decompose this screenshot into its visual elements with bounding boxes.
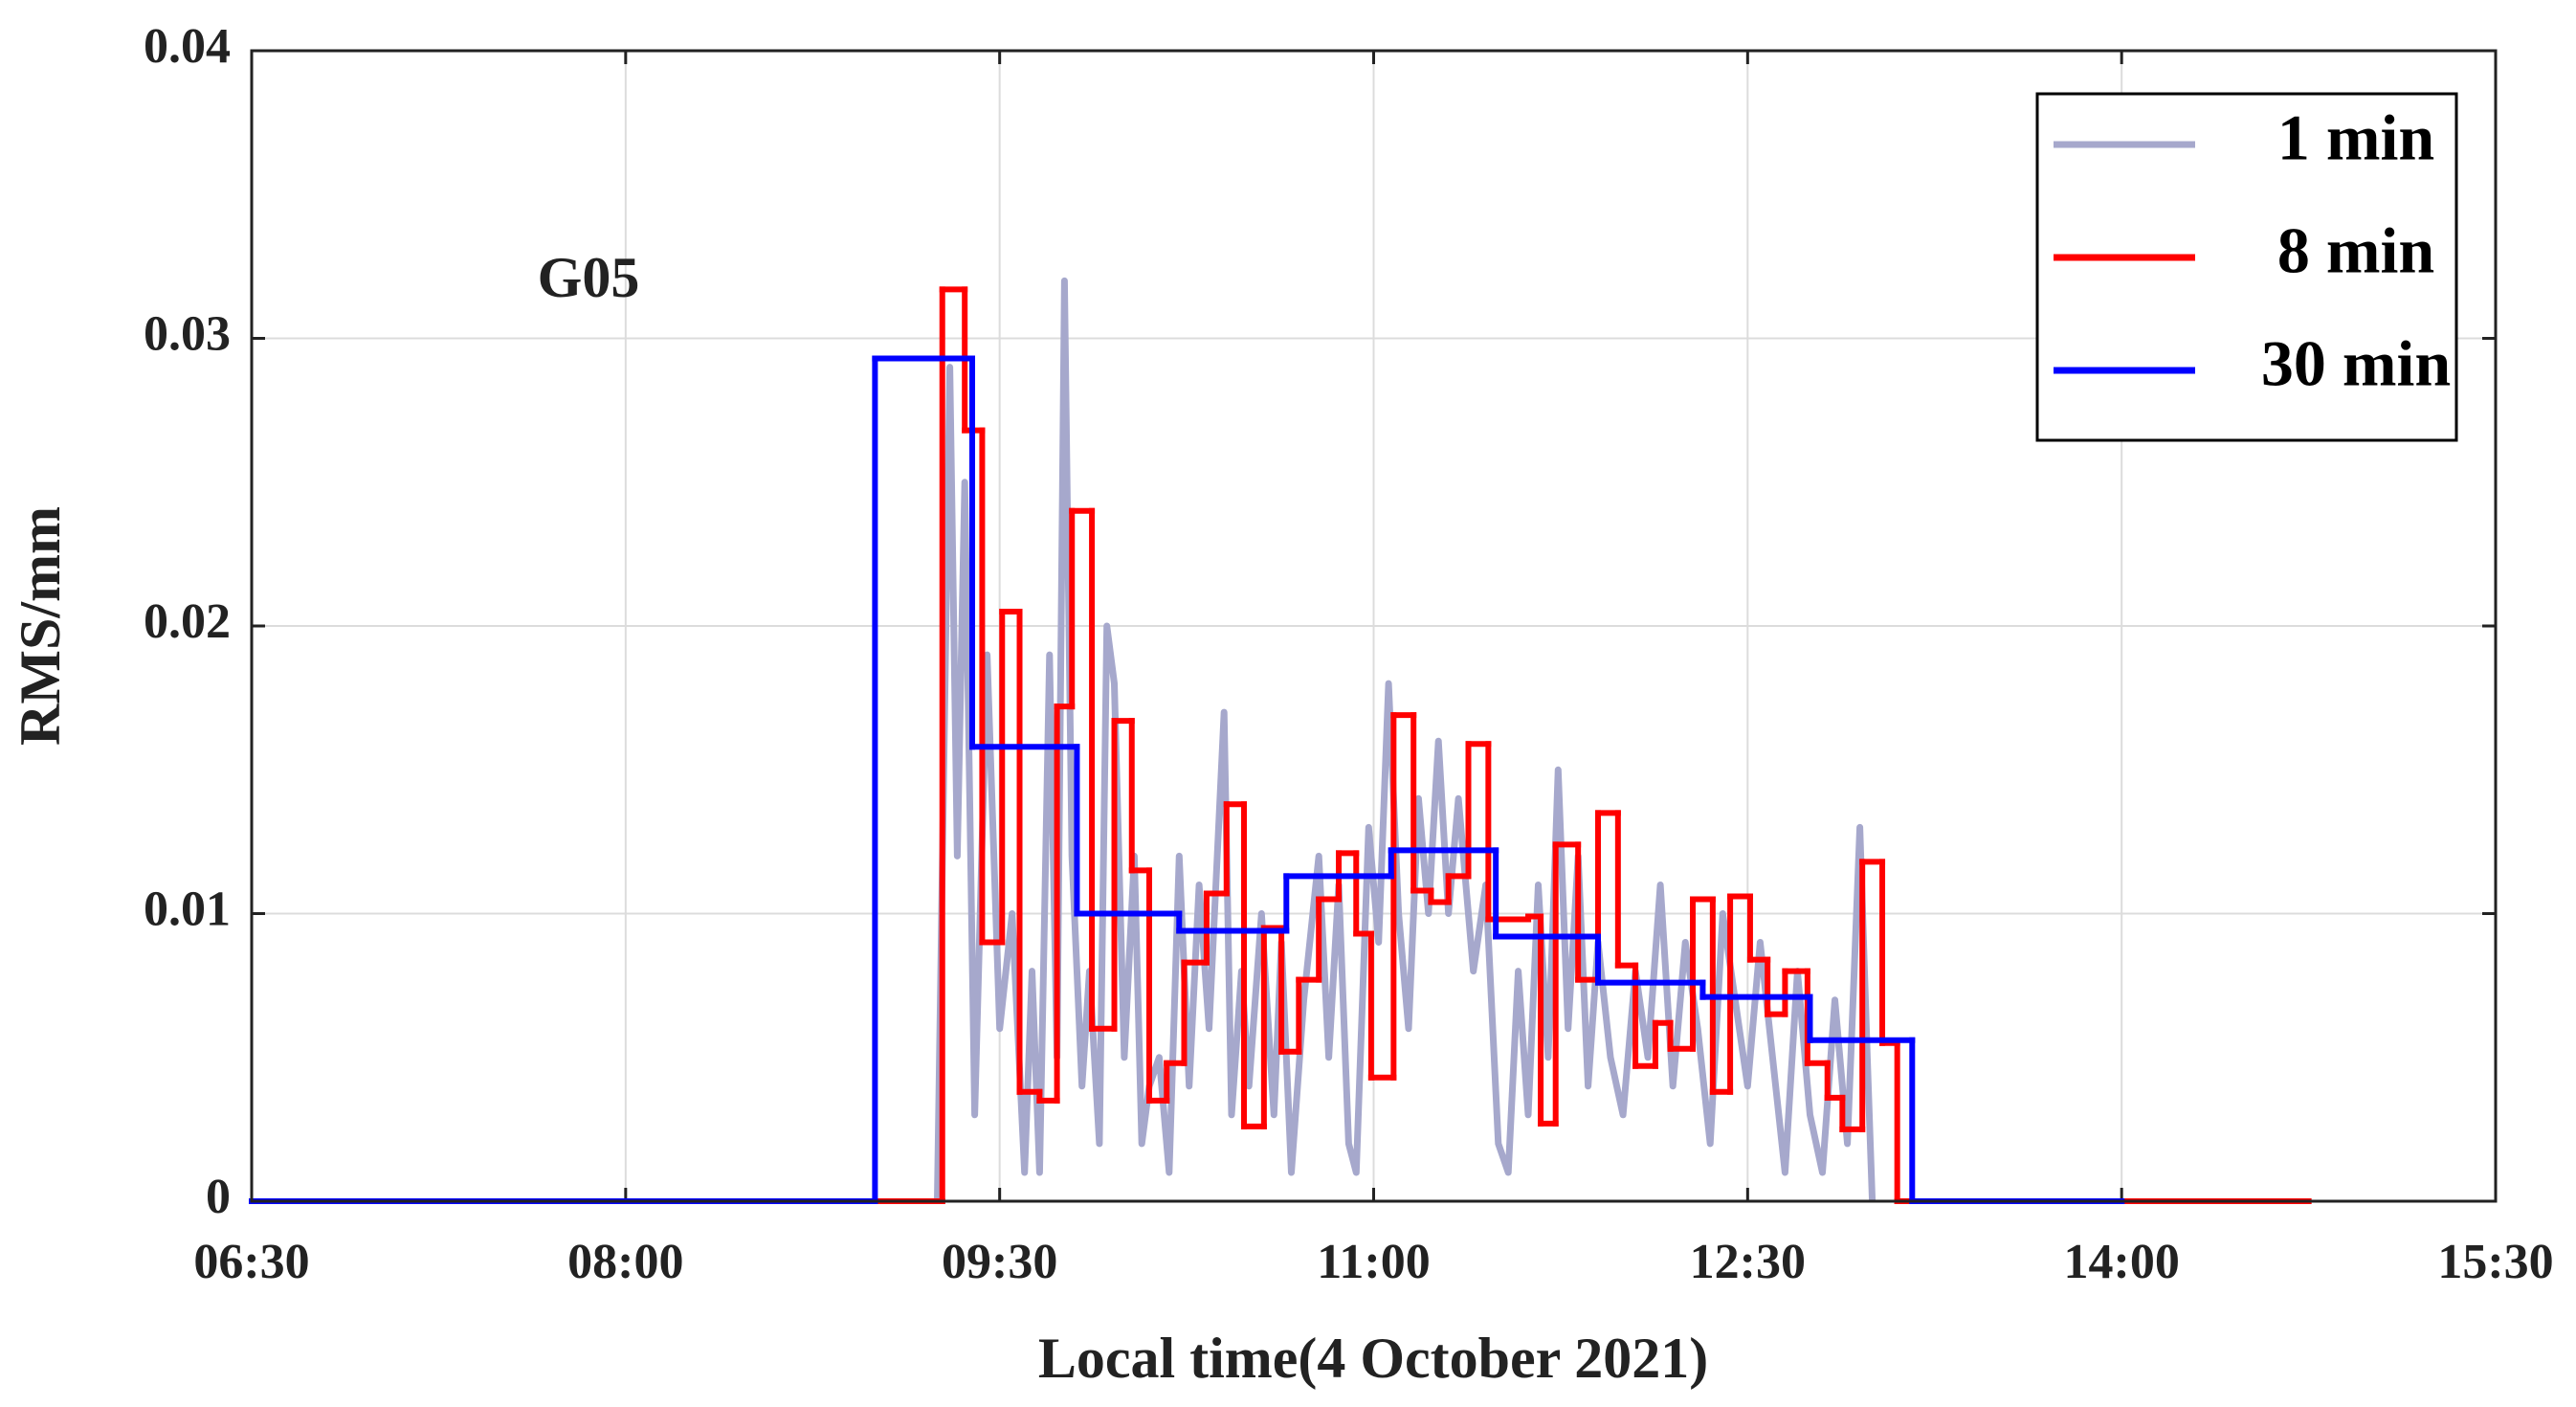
legend-label: 8 min xyxy=(2277,214,2434,287)
y-tick-label: 0.03 xyxy=(144,306,231,361)
legend-box xyxy=(2035,92,2458,442)
legend-label: 1 min xyxy=(2277,101,2434,174)
x-tick-label: 08:00 xyxy=(567,1235,683,1289)
series-line xyxy=(934,277,1876,1202)
x-tick-label: 14:00 xyxy=(2064,1235,2180,1289)
plot-frame xyxy=(250,49,2498,1203)
y-tick-label: 0.04 xyxy=(144,19,231,74)
y-tick-label: 0 xyxy=(206,1170,231,1224)
legend: 1 min 8 min 30 min xyxy=(2035,92,2458,442)
x-axis-label: Local time(4 October 2021) xyxy=(1038,1327,1708,1390)
y-tick-label: 0.01 xyxy=(144,882,231,936)
x-tick-label: 11:00 xyxy=(1317,1235,1430,1289)
y-tick-label: 0.02 xyxy=(144,594,231,649)
x-tick-label: 15:30 xyxy=(2437,1235,2553,1289)
x-tick-label: 12:30 xyxy=(1690,1235,1806,1289)
x-tick-label: 09:30 xyxy=(942,1235,1057,1289)
legend-label: 30 min xyxy=(2261,327,2451,400)
y-axis-label: RMS/mm xyxy=(9,506,72,746)
x-tick-label: 06:30 xyxy=(193,1235,309,1289)
annotation: G05 xyxy=(538,246,640,309)
